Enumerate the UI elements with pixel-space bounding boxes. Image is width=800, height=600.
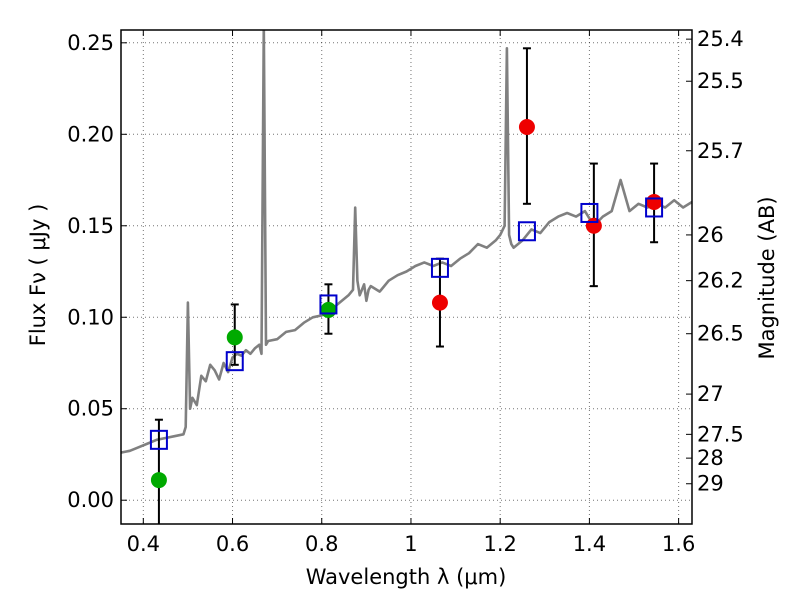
model-square bbox=[319, 294, 338, 315]
y-right-tick-label: 26.2 bbox=[697, 269, 744, 293]
y-right-tick-label: 27.5 bbox=[697, 422, 744, 446]
photometry-point bbox=[585, 217, 602, 234]
x-tick-label: 0.4 bbox=[127, 532, 160, 556]
y-right-tick-label: 25.7 bbox=[697, 139, 744, 163]
x-tick-label: 1.2 bbox=[483, 532, 516, 556]
y-axis-right-label: Magnitude (AB) bbox=[755, 196, 779, 359]
spectrum-line bbox=[121, 30, 692, 454]
photometry-point bbox=[320, 301, 337, 318]
data-layer bbox=[121, 30, 692, 524]
y-right-tick-label: 28 bbox=[697, 446, 724, 470]
y-tick-label: 0.00 bbox=[67, 488, 114, 512]
y-right-tick-label: 26.5 bbox=[697, 322, 744, 346]
y-right-tick-label: 27 bbox=[697, 382, 724, 406]
x-tick-label: 1 bbox=[404, 532, 417, 556]
model-square bbox=[645, 197, 664, 218]
model-square bbox=[430, 257, 449, 278]
model-square bbox=[580, 202, 599, 223]
model-square bbox=[225, 351, 244, 372]
x-axis-label: Wavelength λ (μm) bbox=[306, 565, 507, 589]
plot-frame bbox=[120, 29, 693, 525]
ticks: 0.4 0.6 0.8 1 1.2 1.4 1.6 0.00 0.05 0.10 0.15 0.20 0… bbox=[67, 27, 744, 556]
photometry-point bbox=[646, 193, 663, 210]
y-right-tick-label: 26 bbox=[697, 223, 724, 247]
y-axis-label: Flux Fν ( μJy ) bbox=[26, 204, 50, 347]
photometry-point bbox=[150, 472, 167, 489]
clipped-data bbox=[121, 30, 692, 524]
model-square bbox=[149, 429, 168, 450]
y-tick-label: 0.15 bbox=[67, 214, 114, 238]
x-tick-label: 0.6 bbox=[216, 532, 249, 556]
y-tick-label: 0.25 bbox=[67, 31, 114, 55]
grid bbox=[121, 30, 692, 524]
y-tick-label: 0.20 bbox=[67, 122, 114, 146]
photometry-point bbox=[226, 329, 243, 346]
y-tick-label: 0.05 bbox=[67, 397, 114, 421]
model-square bbox=[517, 221, 536, 242]
x-tick-label: 0.8 bbox=[305, 532, 338, 556]
photometry-point bbox=[431, 294, 448, 311]
y-tick-label: 0.10 bbox=[67, 305, 114, 329]
photometry-point bbox=[518, 118, 535, 135]
y-right-tick-label: 25.4 bbox=[697, 27, 744, 51]
x-tick-label: 1.4 bbox=[573, 532, 606, 556]
x-tick-label: 1.6 bbox=[662, 532, 695, 556]
y-right-tick-label: 25.5 bbox=[697, 69, 744, 93]
y-right-tick-label: 29 bbox=[697, 472, 724, 496]
